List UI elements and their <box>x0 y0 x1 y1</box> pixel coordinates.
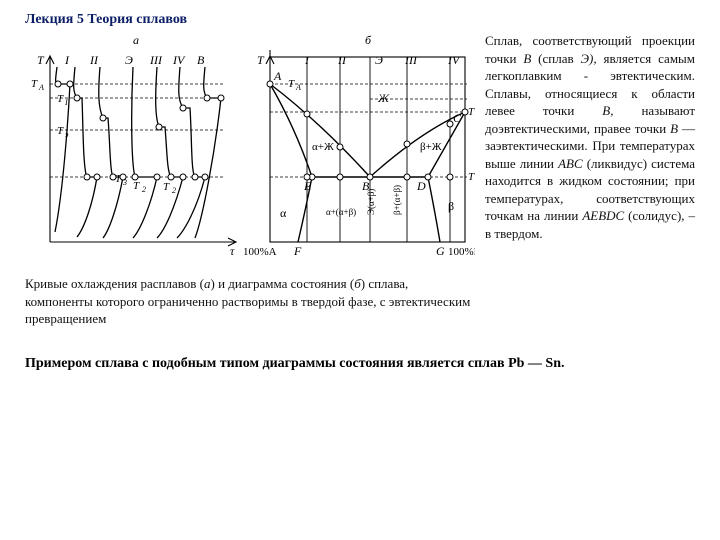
svg-text:T: T <box>288 78 295 90</box>
svg-text:Э: Э <box>375 53 383 67</box>
svg-text:100%B: 100%B <box>448 246 475 258</box>
panel-b-label: б <box>365 33 372 47</box>
svg-text:β+(α+β): β+(α+β) <box>392 185 402 215</box>
svg-text:Э: Э <box>125 53 133 67</box>
svg-text:T: T <box>31 78 38 90</box>
svg-text:2: 2 <box>172 186 176 195</box>
svg-text:IV: IV <box>447 53 461 67</box>
svg-text:T: T <box>57 93 64 105</box>
svg-text:T: T <box>57 125 64 137</box>
svg-text:2: 2 <box>142 185 146 194</box>
svg-text:T: T <box>163 181 170 193</box>
svg-text:Ж: Ж <box>377 91 390 105</box>
figure-column: T τ а I II Э III IV B TA TI <box>25 32 475 328</box>
svg-text:E: E <box>303 179 312 193</box>
svg-text:A: A <box>295 83 301 92</box>
svg-text:II: II <box>337 53 347 67</box>
svg-text:I: I <box>64 53 70 67</box>
svg-text:T: T <box>37 53 45 67</box>
svg-text:β: β <box>448 199 454 213</box>
figure-caption: Кривые охлаждения расплавов (а) и диагра… <box>25 275 475 328</box>
paragraph: Сплав, соответствующий проекции точки B … <box>475 32 695 243</box>
content-row: T τ а I II Э III IV B TA TI <box>25 32 695 328</box>
svg-text:I: I <box>64 98 68 107</box>
svg-text:T: T <box>257 53 265 67</box>
svg-text:A: A <box>38 83 44 92</box>
svg-text:100%A: 100%A <box>243 246 277 258</box>
svg-text:D: D <box>416 179 426 193</box>
svg-text:α+(α+β): α+(α+β) <box>326 207 356 217</box>
panel-a-label: а <box>133 33 139 47</box>
svg-text:III: III <box>149 53 163 67</box>
svg-text:IV: IV <box>172 53 186 67</box>
svg-text:F: F <box>293 244 302 258</box>
svg-text:α+Ж: α+Ж <box>312 141 334 153</box>
svg-text:C: C <box>453 111 462 125</box>
svg-text:B: B <box>197 53 205 67</box>
svg-text:T: T <box>133 180 140 192</box>
svg-text:Э(α+β): Э(α+β) <box>366 189 376 215</box>
svg-text:α: α <box>280 206 287 220</box>
lecture-title: Лекция 5 Теория сплавов <box>25 12 695 28</box>
svg-text:A: A <box>273 69 282 83</box>
svg-text:β+Ж: β+Ж <box>420 141 442 153</box>
bottom-note: Примером сплава с подобным типом диаграм… <box>25 356 695 372</box>
svg-text:τ: τ <box>230 244 235 258</box>
svg-text:T: T <box>468 171 475 183</box>
svg-text:III: III <box>404 53 418 67</box>
phase-diagram-figure: T τ а I II Э III IV B TA TI <box>25 32 475 267</box>
svg-text:T: T <box>468 106 475 118</box>
svg-text:II: II <box>89 53 99 67</box>
svg-text:G: G <box>436 244 445 258</box>
